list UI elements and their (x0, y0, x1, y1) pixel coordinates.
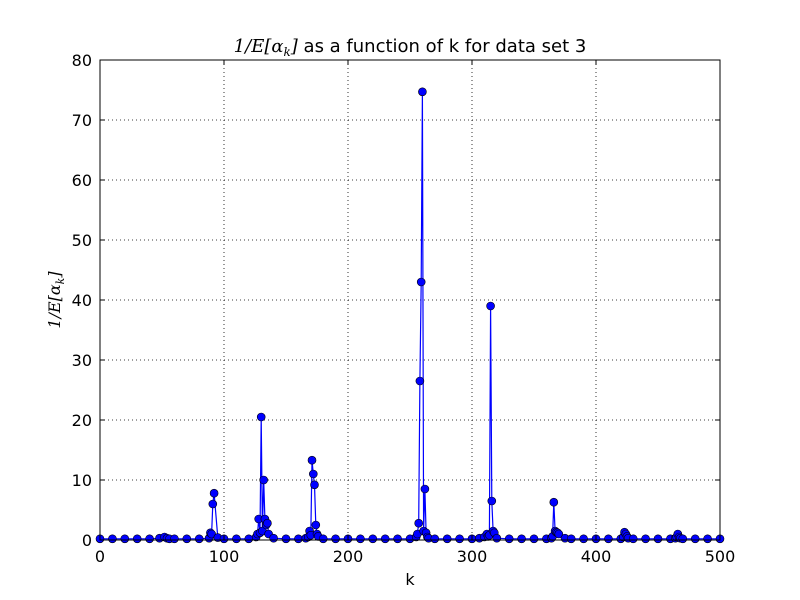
data-point (504, 534, 514, 544)
data-point (703, 534, 712, 544)
data-point (232, 534, 241, 544)
ylabel-math: 1/E[α (45, 284, 64, 328)
data-point (281, 534, 291, 544)
data-point (549, 497, 559, 507)
data-point (529, 534, 539, 544)
title-math-sub: k (284, 45, 291, 59)
data-point (442, 534, 452, 544)
data-point (430, 534, 440, 544)
x-axis-label: k (405, 570, 415, 589)
series-path (100, 91, 720, 540)
data-point (263, 518, 272, 528)
data-point (331, 534, 340, 544)
data-point (208, 499, 218, 509)
data-point (356, 534, 365, 544)
data-point (393, 534, 402, 544)
data-point (244, 534, 254, 544)
data-point (486, 301, 495, 311)
ylabel-math-sub: k (54, 277, 67, 284)
data-point (310, 480, 319, 490)
x-tick-label: 100 (209, 547, 240, 566)
data-point (420, 484, 430, 494)
series-line (95, 87, 725, 544)
data-point (132, 534, 142, 544)
y-tick-label: 20 (72, 411, 92, 430)
x-tick-label: 0 (95, 547, 105, 566)
y-tick-label: 80 (72, 51, 92, 70)
data-point (145, 534, 154, 544)
axis-ticks: 0 100 200 300 400 500 0 10 20 30 40 50 60 70 80 (72, 51, 736, 566)
data-point (641, 534, 650, 544)
data-point (492, 533, 502, 543)
data-point (416, 277, 426, 287)
data-point (294, 534, 303, 544)
data-point (418, 87, 427, 97)
data-point (368, 534, 378, 544)
title-math: 1/E[α (234, 36, 284, 57)
data-point (318, 534, 328, 544)
data-point (307, 455, 317, 465)
grid-lines (100, 60, 720, 540)
data-point (311, 520, 321, 530)
data-point (256, 412, 266, 422)
data-point (579, 534, 588, 544)
title-text: as a function of k for data set 3 (298, 36, 587, 57)
data-point (108, 534, 117, 544)
x-tick-label: 300 (457, 547, 488, 566)
y-tick-label: 40 (72, 291, 92, 310)
y-axis-label: 1/E[αk] (45, 271, 67, 329)
data-point (170, 534, 179, 544)
x-tick-label: 400 (581, 547, 612, 566)
data-point (554, 529, 564, 539)
data-point (653, 534, 663, 544)
y-tick-label: 50 (72, 231, 92, 250)
data-point (120, 534, 130, 544)
data-point (182, 534, 192, 544)
chart-title: 1/E[αk] as a function of k for data set … (234, 36, 587, 59)
y-tick-label: 70 (72, 111, 92, 130)
data-point (678, 534, 688, 544)
data-point (194, 534, 204, 544)
x-tick-label: 500 (705, 547, 736, 566)
y-tick-label: 0 (82, 531, 92, 550)
data-point (690, 534, 700, 544)
data-point (308, 469, 318, 479)
y-tick-label: 30 (72, 351, 92, 370)
data-point (566, 534, 576, 544)
y-tick-label: 10 (72, 471, 92, 490)
data-point (517, 534, 526, 544)
data-point (487, 496, 497, 506)
data-point (259, 475, 269, 485)
x-tick-label: 200 (333, 547, 364, 566)
data-point (455, 534, 464, 544)
data-point (209, 488, 219, 498)
data-point (604, 534, 613, 544)
title-math-close: ] (290, 36, 299, 57)
data-point (414, 518, 424, 528)
y-tick-label: 60 (72, 171, 92, 190)
data-point (415, 376, 425, 386)
data-point (628, 534, 638, 544)
data-point (380, 534, 390, 544)
ylabel-math-close: ] (45, 271, 64, 279)
data-point (269, 533, 278, 543)
